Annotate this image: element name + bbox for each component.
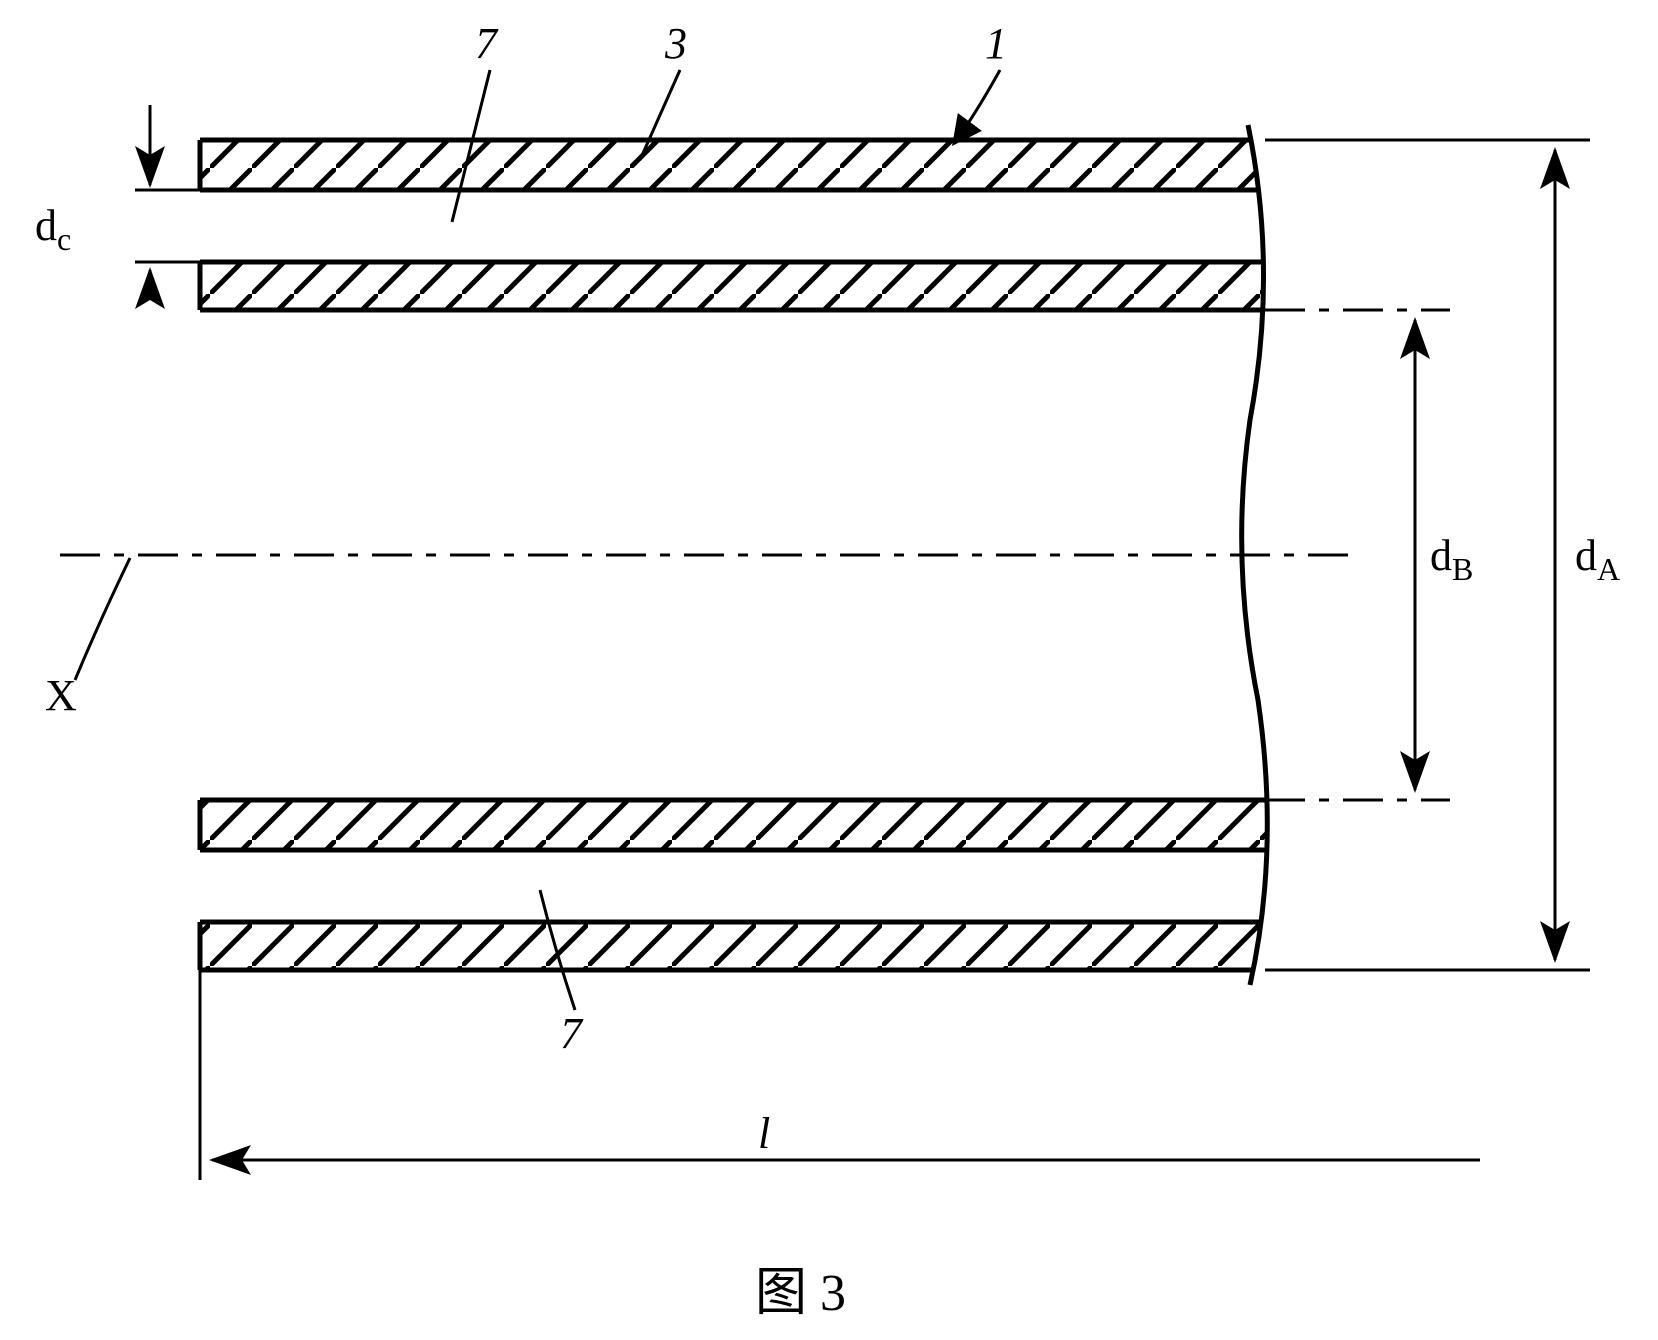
figure-caption: 图 3 bbox=[755, 1250, 846, 1325]
callout-7-bottom: 7 bbox=[560, 1008, 582, 1059]
dim-l-label: l bbox=[758, 1108, 770, 1159]
dim-l bbox=[200, 970, 1480, 1180]
dim-db-label: dB bbox=[1430, 530, 1473, 588]
outer-wall-top bbox=[200, 140, 1265, 190]
dim-da-label: dA bbox=[1575, 530, 1620, 588]
diagram-canvas bbox=[0, 0, 1658, 1340]
leader-1 bbox=[955, 70, 1000, 142]
leader-x bbox=[75, 558, 130, 680]
inner-wall-bottom bbox=[200, 800, 1265, 850]
callout-7-top: 7 bbox=[475, 18, 497, 69]
axis-x-label: X bbox=[45, 670, 77, 721]
outer-wall-bottom bbox=[200, 922, 1265, 970]
dim-dc-label: dc bbox=[35, 200, 71, 258]
dim-dc bbox=[135, 105, 200, 300]
callout-3: 3 bbox=[665, 18, 687, 69]
callout-1: 1 bbox=[985, 18, 1007, 69]
inner-wall-top bbox=[200, 262, 1265, 310]
